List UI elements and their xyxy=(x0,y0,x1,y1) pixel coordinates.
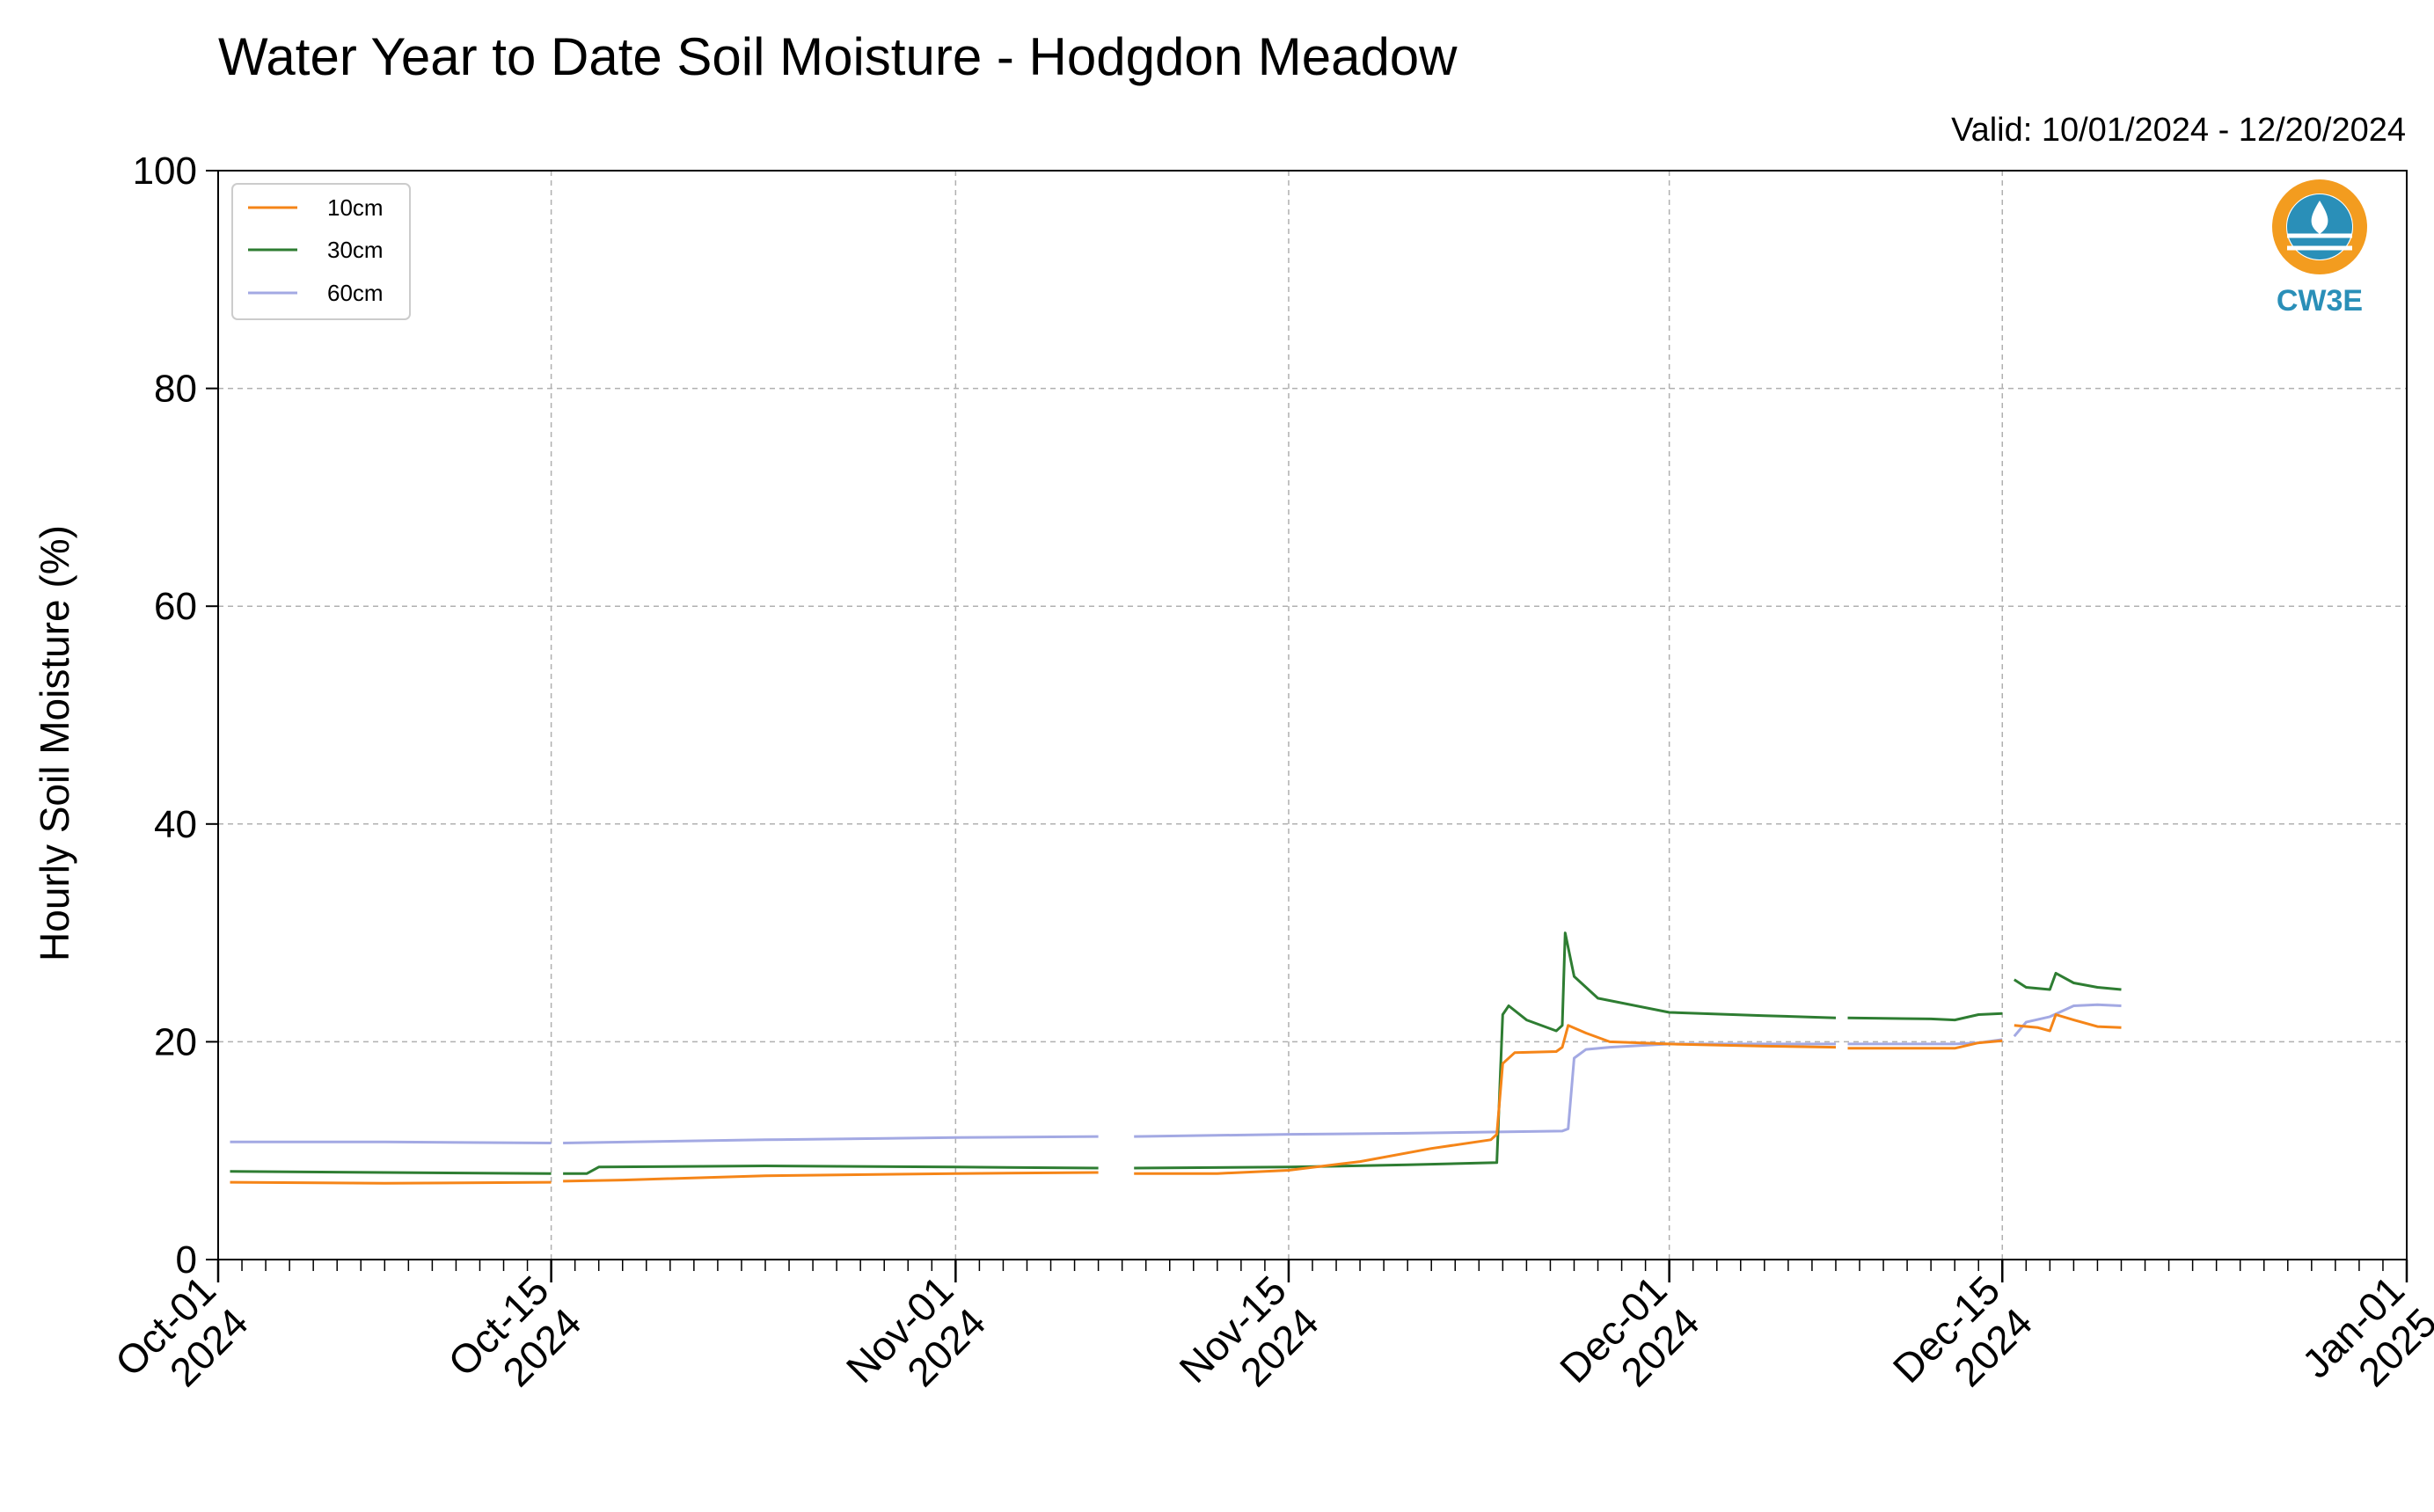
legend-label-30cm: 30cm xyxy=(327,237,384,263)
y-tick-label: 100 xyxy=(133,150,197,193)
logo-text: CW3E xyxy=(2277,284,2363,318)
series-line-10cm xyxy=(1847,1039,2003,1050)
legend-box xyxy=(231,183,411,320)
logo-waves xyxy=(2287,233,2352,251)
series-line-10cm xyxy=(1134,1024,1837,1175)
series-line-60cm xyxy=(563,1135,1099,1144)
chart-title: Water Year to Date Soil Moisture - Hodgd… xyxy=(218,27,1458,86)
plot-frame xyxy=(217,170,2408,1260)
series-line-10cm xyxy=(230,1180,552,1185)
series-line-60cm xyxy=(2013,1003,2122,1038)
series-line-30cm xyxy=(230,1170,552,1175)
y-tick-label: 0 xyxy=(176,1238,197,1282)
series-line-10cm xyxy=(563,1171,1099,1183)
legend: 10cm 30cm 60cm xyxy=(231,183,411,320)
y-tick-label: 80 xyxy=(154,368,197,411)
series-line-30cm xyxy=(2013,971,2122,991)
series-line-30cm xyxy=(1847,1012,2003,1022)
series-line-10cm xyxy=(2014,1013,2122,1033)
y-tick-label: 60 xyxy=(154,585,197,628)
series-line-60cm xyxy=(230,1140,552,1144)
water-drop-icon xyxy=(2311,201,2328,234)
legend-label-10cm: 10cm xyxy=(327,194,384,221)
y-axis-label: Hourly Soil Moisture (%) xyxy=(32,525,77,961)
y-tick-label: 20 xyxy=(154,1020,197,1063)
series-line-30cm xyxy=(1134,931,1837,1170)
chart-subtitle: Valid: 10/01/2024 - 12/20/2024 xyxy=(1951,112,2406,149)
series-line-60cm xyxy=(1134,1042,1836,1138)
cw3e-logo: CW3E xyxy=(2272,179,2367,318)
series-line-30cm xyxy=(563,1165,1099,1175)
legend-label-60cm: 60cm xyxy=(327,280,384,306)
grid xyxy=(217,170,2408,1260)
series-group xyxy=(230,931,2122,1185)
y-tick-label: 40 xyxy=(154,803,197,846)
logo-ring xyxy=(2272,179,2367,274)
